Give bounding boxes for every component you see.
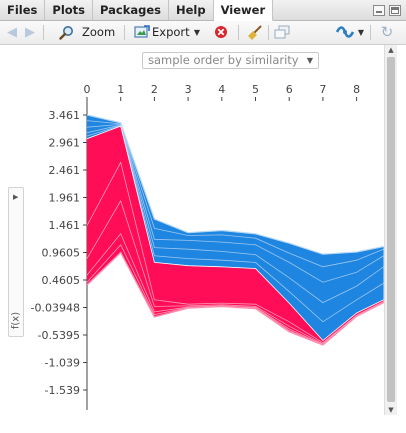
tab-files[interactable]: Files [0, 0, 46, 20]
refresh-icon[interactable]: ↻ [380, 23, 394, 41]
publish-icon[interactable] [335, 25, 355, 40]
toolbar-divider [268, 25, 269, 40]
scroll-down-icon[interactable]: ▼ [388, 406, 394, 414]
viewer-toolbar: ◀ ▶ Zoom Export ▼ [0, 21, 406, 45]
expand-arrow-icon[interactable]: ▶ [13, 193, 19, 201]
viewer-content [0, 45, 406, 433]
clear-viewer-icon[interactable] [213, 25, 229, 40]
back-arrow-icon[interactable]: ◀ [7, 25, 17, 40]
zoom-icon[interactable] [57, 25, 77, 40]
new-window-icon[interactable] [273, 25, 291, 40]
toolbar-divider [43, 25, 44, 40]
sample-order-select[interactable]: sample order by similarity ▼ [142, 52, 319, 69]
vertical-scrollbar[interactable]: ▲ ▼ [384, 45, 397, 415]
toolbar-divider [370, 25, 371, 40]
scrollbar-thumb[interactable] [387, 57, 395, 402]
sample-order-value: sample order by similarity [148, 53, 299, 67]
publish-dropdown-icon[interactable]: ▼ [357, 28, 365, 37]
chevron-down-icon: ▼ [306, 56, 313, 65]
side-panel-label: f(x) [10, 311, 22, 330]
broom-icon[interactable] [246, 25, 264, 40]
tab-viewer[interactable]: Viewer [213, 0, 274, 21]
feature-side-panel: ▶ f(x) [8, 187, 24, 337]
tab-packages[interactable]: Packages [93, 0, 169, 20]
maximize-pane-button[interactable] [389, 5, 401, 16]
zoom-button[interactable]: Zoom [82, 25, 116, 39]
tab-help[interactable]: Help [169, 0, 214, 20]
tab-plots[interactable]: Plots [45, 0, 94, 20]
toolbar-divider [238, 25, 239, 40]
pane-tab-bar: Files Plots Packages Help Viewer [0, 0, 406, 21]
forward-arrow-icon[interactable]: ▶ [25, 25, 35, 40]
export-menu-button[interactable]: Export [152, 25, 190, 39]
toolbar-divider [124, 25, 125, 40]
export-icon[interactable] [133, 25, 151, 40]
export-dropdown-icon[interactable]: ▼ [193, 28, 201, 37]
minimize-pane-button[interactable] [373, 5, 385, 16]
scroll-up-icon[interactable]: ▲ [388, 46, 394, 54]
